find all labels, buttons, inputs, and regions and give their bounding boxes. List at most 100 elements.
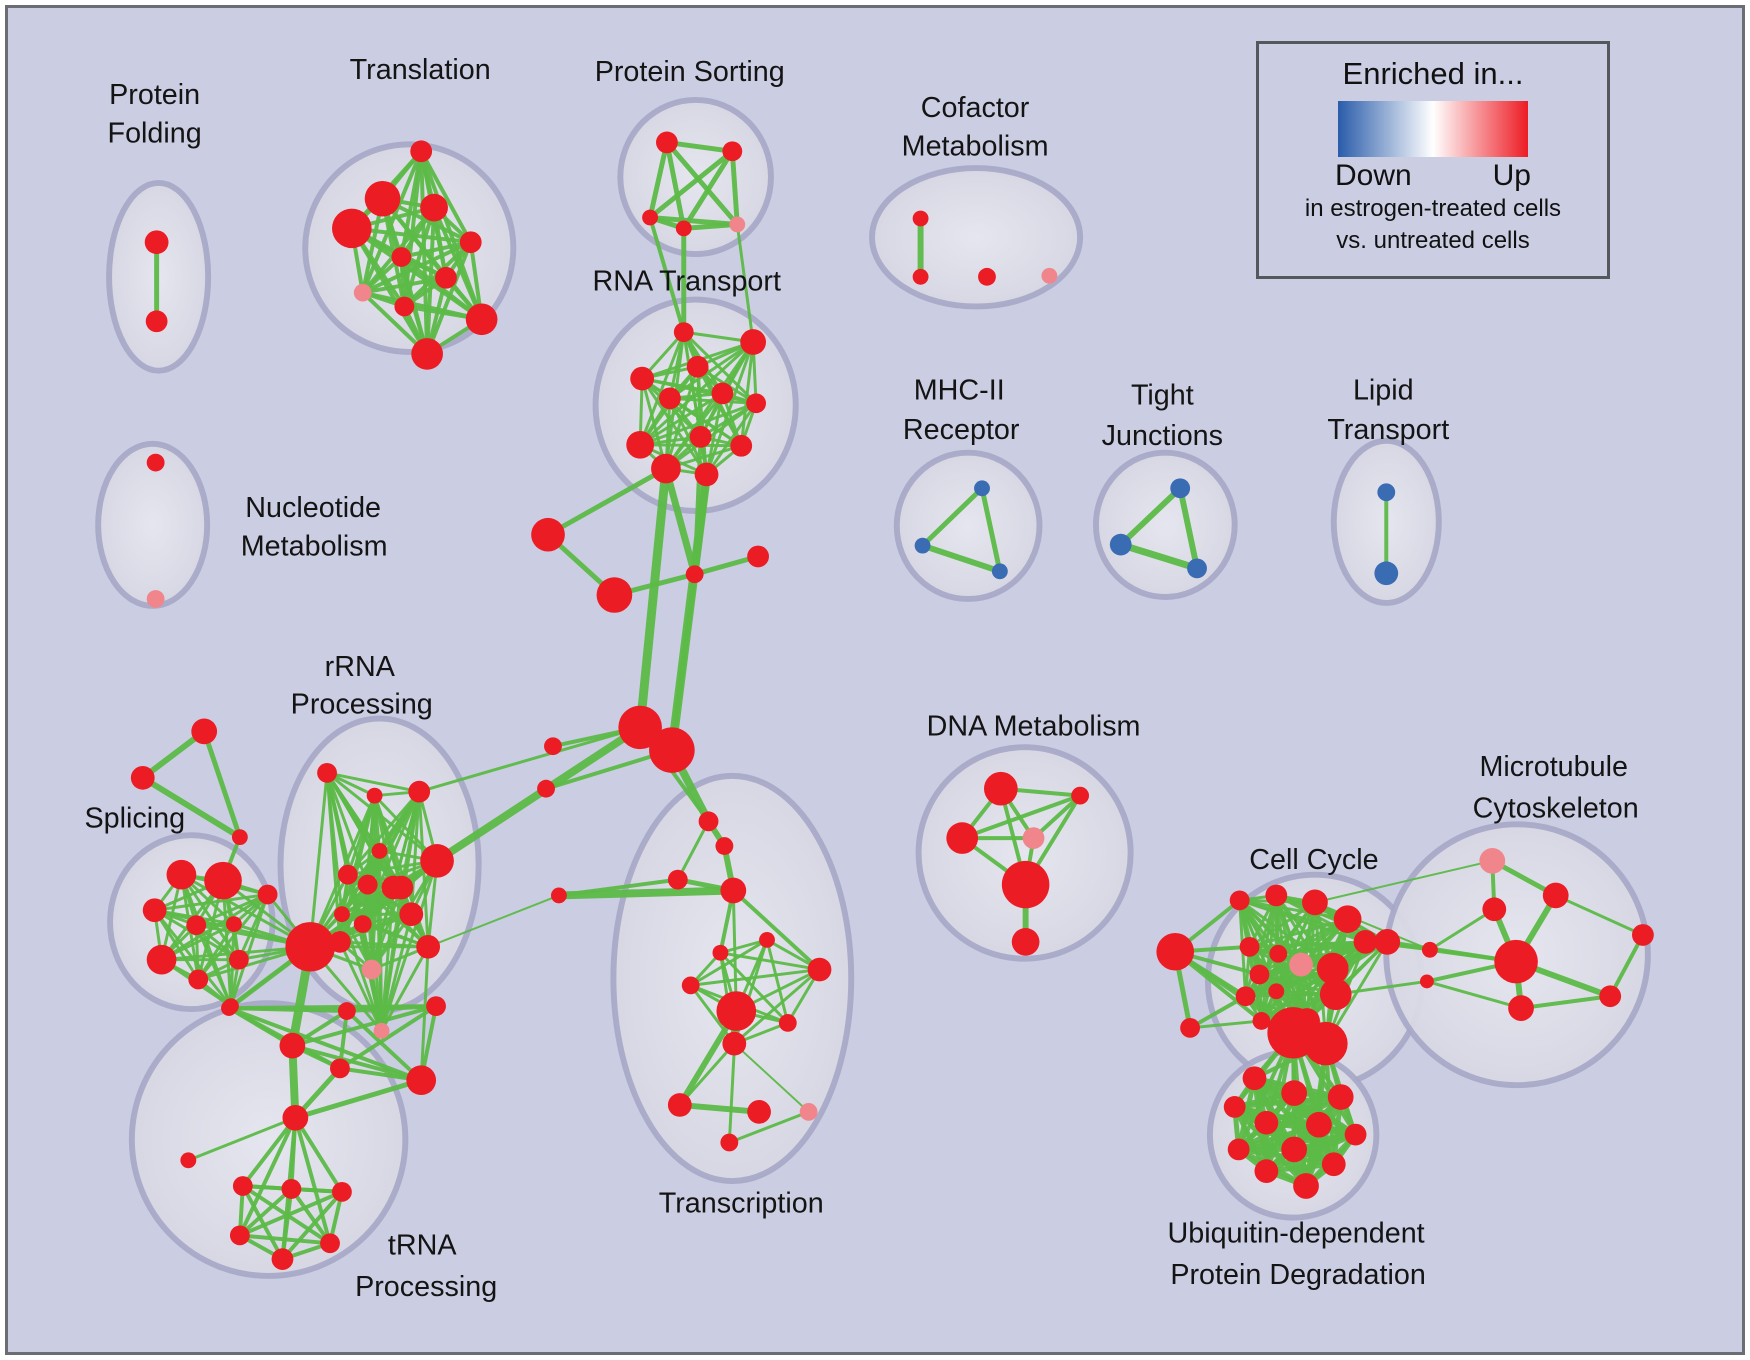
gene-set-node[interactable] <box>1419 974 1434 989</box>
gene-set-node[interactable] <box>991 563 1008 580</box>
gene-set-node[interactable] <box>146 453 165 472</box>
gene-set-node[interactable] <box>1235 986 1256 1007</box>
gene-set-node[interactable] <box>332 208 372 249</box>
gene-set-node[interactable] <box>320 1233 340 1254</box>
gene-set-node[interactable] <box>689 426 712 448</box>
gene-set-node[interactable] <box>686 355 709 378</box>
gene-set-node[interactable] <box>144 230 169 255</box>
gene-set-node[interactable] <box>186 915 207 935</box>
gene-set-node[interactable] <box>353 283 372 302</box>
gene-set-node[interactable] <box>544 737 562 756</box>
gene-set-node[interactable] <box>1268 983 1285 1000</box>
gene-set-node[interactable] <box>1223 1096 1246 1118</box>
gene-set-node[interactable] <box>1265 884 1288 907</box>
gene-set-node[interactable] <box>373 1022 390 1039</box>
gene-set-node[interactable] <box>332 1182 352 1202</box>
gene-set-node[interactable] <box>231 829 248 846</box>
gene-set-node[interactable] <box>221 1000 237 1016</box>
gene-set-node[interactable] <box>1319 978 1352 1011</box>
gene-set-node[interactable] <box>667 869 688 890</box>
gene-set-node[interactable] <box>166 859 197 890</box>
gene-set-node[interactable] <box>1001 860 1050 909</box>
gene-set-node[interactable] <box>1302 889 1328 916</box>
gene-set-node[interactable] <box>1374 561 1399 586</box>
gene-set-node[interactable] <box>229 1225 250 1246</box>
gene-set-node[interactable] <box>146 590 165 608</box>
gene-set-node[interactable] <box>204 861 242 900</box>
gene-set-node[interactable] <box>285 922 335 972</box>
gene-set-node[interactable] <box>799 1102 818 1121</box>
gene-set-node[interactable] <box>946 822 979 854</box>
gene-set-node[interactable] <box>720 1133 739 1152</box>
gene-set-node[interactable] <box>459 231 482 254</box>
gene-set-node[interactable] <box>1242 1066 1267 1091</box>
gene-set-node[interactable] <box>983 771 1018 806</box>
gene-set-node[interactable] <box>337 864 358 885</box>
gene-set-node[interactable] <box>282 1104 309 1131</box>
gene-set-node[interactable] <box>435 266 457 289</box>
gene-set-node[interactable] <box>337 1002 356 1020</box>
gene-set-node[interactable] <box>180 1152 197 1169</box>
gene-set-node[interactable] <box>667 1093 692 1117</box>
gene-set-node[interactable] <box>1041 267 1058 284</box>
gene-set-node[interactable] <box>729 216 746 233</box>
gene-set-node[interactable] <box>281 1179 302 1199</box>
gene-set-node[interactable] <box>1333 905 1362 933</box>
gene-set-node[interactable] <box>1327 1084 1354 1110</box>
gene-set-node[interactable] <box>399 902 424 927</box>
gene-set-node[interactable] <box>420 844 454 878</box>
gene-set-node[interactable] <box>1109 533 1132 556</box>
gene-set-node[interactable] <box>1542 882 1569 909</box>
gene-set-node[interactable] <box>1304 1021 1348 1066</box>
gene-set-node[interactable] <box>685 565 704 584</box>
gene-set-node[interactable] <box>279 1032 306 1059</box>
gene-set-node[interactable] <box>145 310 168 333</box>
gene-set-node[interactable] <box>649 727 695 773</box>
gene-set-node[interactable] <box>1252 1012 1271 1030</box>
gene-set-node[interactable] <box>656 131 678 154</box>
gene-set-node[interactable] <box>630 366 655 391</box>
gene-set-node[interactable] <box>394 296 415 317</box>
gene-set-node[interactable] <box>357 874 378 895</box>
gene-set-node[interactable] <box>537 779 555 798</box>
gene-set-node[interactable] <box>142 898 167 923</box>
gene-set-node[interactable] <box>1316 952 1349 985</box>
gene-set-node[interactable] <box>366 787 383 804</box>
gene-set-node[interactable] <box>698 811 719 832</box>
gene-set-node[interactable] <box>740 329 767 355</box>
gene-set-node[interactable] <box>1508 995 1534 1021</box>
gene-set-node[interactable] <box>1254 1159 1279 1184</box>
gene-set-node[interactable] <box>715 837 734 855</box>
gene-set-node[interactable] <box>408 780 431 803</box>
gene-set-node[interactable] <box>711 382 734 405</box>
gene-set-node[interactable] <box>596 577 633 613</box>
gene-set-node[interactable] <box>642 209 659 226</box>
gene-set-node[interactable] <box>1071 786 1090 805</box>
gene-set-node[interactable] <box>1180 1017 1201 1038</box>
gene-set-node[interactable] <box>978 267 996 286</box>
gene-set-node[interactable] <box>1239 936 1260 957</box>
gene-set-node[interactable] <box>716 991 757 1031</box>
gene-set-node[interactable] <box>1281 1080 1308 1106</box>
gene-set-node[interactable] <box>1353 930 1378 954</box>
gene-set-node[interactable] <box>974 480 990 497</box>
gene-set-node[interactable] <box>1377 483 1396 502</box>
gene-set-node[interactable] <box>914 537 931 554</box>
gene-set-node[interactable] <box>1187 558 1207 579</box>
gene-set-node[interactable] <box>410 140 433 163</box>
gene-set-node[interactable] <box>1011 928 1040 956</box>
gene-set-node[interactable] <box>1249 964 1270 985</box>
gene-set-node[interactable] <box>722 141 743 162</box>
gene-set-node[interactable] <box>257 884 278 905</box>
gene-set-node[interactable] <box>361 959 382 980</box>
gene-set-node[interactable] <box>1421 941 1438 958</box>
gene-set-node[interactable] <box>1022 827 1045 849</box>
gene-set-node[interactable] <box>364 180 401 217</box>
gene-set-node[interactable] <box>426 996 446 1016</box>
gene-set-node[interactable] <box>188 969 209 990</box>
gene-set-node[interactable] <box>271 1248 294 1270</box>
gene-set-node[interactable] <box>1170 478 1191 499</box>
gene-set-node[interactable] <box>675 220 692 237</box>
gene-set-node[interactable] <box>1374 929 1401 955</box>
gene-set-node[interactable] <box>1293 1173 1319 1199</box>
